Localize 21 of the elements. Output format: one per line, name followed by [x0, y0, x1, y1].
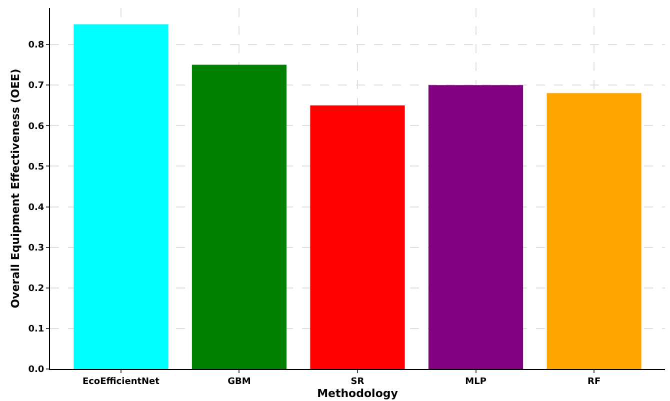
y-tick-label: 0.2 — [28, 284, 44, 294]
y-tick-label: 0.5 — [28, 162, 44, 172]
bar — [428, 85, 524, 369]
y-tick-label: 0.3 — [28, 243, 44, 254]
x-tick-label: EcoEfficientNet — [82, 376, 160, 387]
x-tick-label: MLP — [465, 376, 487, 387]
bar — [546, 93, 642, 369]
bar — [192, 64, 287, 369]
bar — [310, 105, 405, 369]
y-axis-title: Overall Equipment Effectiveness (OEE) — [8, 68, 22, 308]
y-tick-label: 0.6 — [28, 122, 44, 132]
y-tick-label: 0.4 — [28, 202, 44, 213]
y-tick-label: 0.7 — [28, 81, 44, 92]
x-tick-label: GBM — [228, 376, 251, 387]
x-tick-label: RF — [588, 376, 601, 387]
y-tick-label: 0.8 — [28, 40, 44, 51]
x-tick-label: SR — [350, 376, 364, 387]
bar — [74, 24, 168, 369]
y-tick-label: 0.1 — [28, 324, 44, 335]
x-axis-title: Methodology — [317, 386, 398, 400]
y-tick-label: 0.0 — [28, 365, 44, 376]
